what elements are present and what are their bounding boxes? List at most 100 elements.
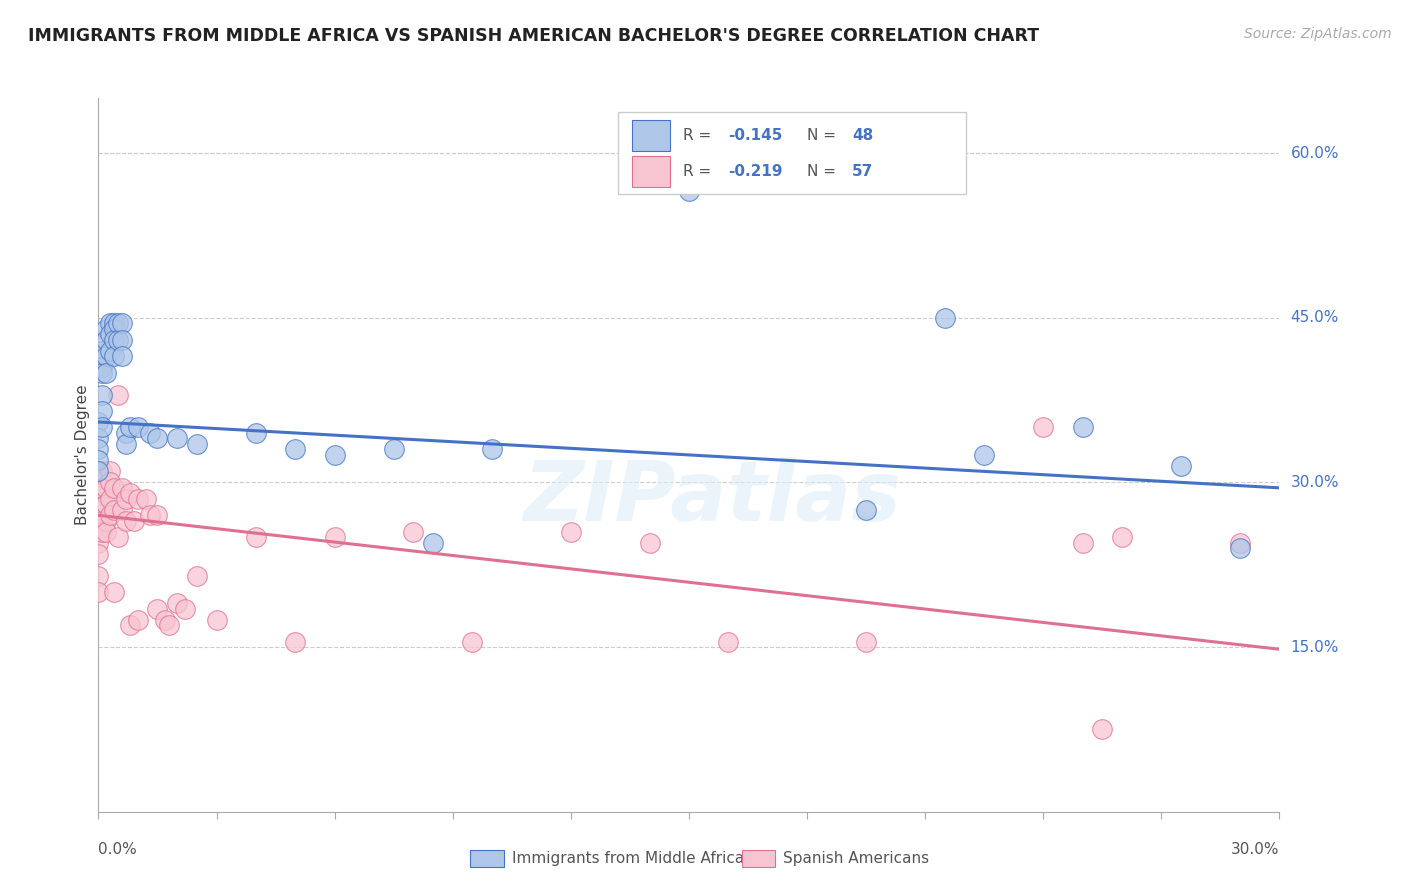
Point [284,634,307,648]
Point [111,333,134,347]
Point [1071,420,1094,434]
Text: N =: N = [807,164,841,179]
Point [91,514,114,528]
Point [1032,420,1054,434]
Bar [633,156,671,187]
Text: 45.0%: 45.0% [1291,310,1339,326]
Text: Spanish Americans: Spanish Americans [783,851,929,865]
Bar [471,849,503,867]
Point [98,327,121,342]
Point [855,503,877,517]
Point [138,508,160,523]
Point [323,448,346,462]
Point [96,514,118,528]
Text: IMMIGRANTS FROM MIDDLE AFRICA VS SPANISH AMERICAN BACHELOR'S DEGREE CORRELATION : IMMIGRANTS FROM MIDDLE AFRICA VS SPANISH… [28,27,1039,45]
Point [146,432,169,446]
Point [1229,541,1251,556]
Point [87,432,110,446]
Point [91,360,114,375]
Text: N =: N = [807,128,841,143]
Point [91,404,114,418]
Point [98,491,121,506]
Point [146,508,169,523]
Text: ZIPatlas: ZIPatlas [523,458,901,538]
Point [103,333,125,347]
Point [138,425,160,440]
Point [87,568,110,582]
Point [111,349,134,363]
Point [103,503,125,517]
Point [98,343,121,358]
Point [98,316,121,330]
Point [1170,458,1192,473]
Point [1071,535,1094,549]
Point [127,420,149,434]
Point [107,387,129,401]
Text: 48: 48 [852,128,873,143]
Point [103,321,125,335]
Point [91,481,114,495]
Point [174,601,197,615]
Point [122,514,145,528]
Point [118,618,141,632]
Point [155,613,177,627]
Point [87,415,110,429]
Point [98,508,121,523]
Point [186,437,208,451]
Point [91,343,114,358]
Text: 57: 57 [852,164,873,179]
Point [1111,530,1133,544]
Point [186,568,208,582]
Point [115,437,138,451]
Point [560,524,582,539]
Point [103,349,125,363]
Point [107,530,129,544]
Point [96,481,118,495]
Point [111,481,134,495]
Point [166,596,188,610]
Point [1091,723,1114,737]
Point [146,601,169,615]
Point [96,497,118,511]
Point [87,524,110,539]
Point [115,514,138,528]
Point [98,475,121,490]
Point [127,491,149,506]
Text: Source: ZipAtlas.com: Source: ZipAtlas.com [1244,27,1392,41]
Point [91,387,114,401]
Text: 60.0%: 60.0% [1291,145,1339,161]
Point [87,585,110,599]
Point [103,481,125,495]
Point [87,535,110,549]
Point [118,420,141,434]
Point [96,349,118,363]
Point [245,425,267,440]
Point [135,491,157,506]
Point [402,524,425,539]
Point [96,366,118,380]
Point [91,366,114,380]
Point [973,448,995,462]
Text: 30.0%: 30.0% [1232,842,1279,857]
FancyBboxPatch shape [619,112,966,194]
Point [91,524,114,539]
Point [461,634,484,648]
Text: Immigrants from Middle Africa: Immigrants from Middle Africa [512,851,744,865]
Point [284,442,307,457]
Point [127,613,149,627]
Point [245,530,267,544]
Point [481,442,503,457]
Bar [742,849,775,867]
Text: R =: R = [683,128,716,143]
Point [111,316,134,330]
Y-axis label: Bachelor's Degree: Bachelor's Degree [75,384,90,525]
Point [855,634,877,648]
Point [111,503,134,517]
Text: -0.145: -0.145 [728,128,782,143]
Point [91,464,114,478]
Text: -0.219: -0.219 [728,164,782,179]
Point [96,524,118,539]
Point [87,453,110,467]
Point [323,530,346,544]
Point [638,535,661,549]
